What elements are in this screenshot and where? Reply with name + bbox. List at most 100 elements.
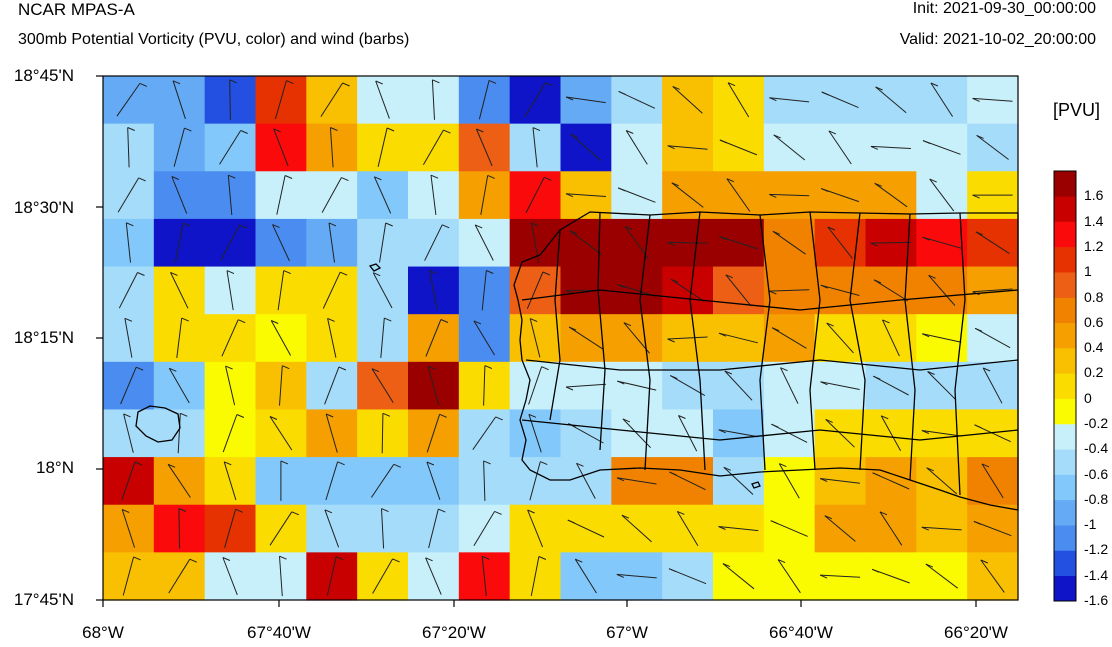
wind-barb-flag	[133, 556, 141, 561]
wind-barb-flag	[438, 508, 446, 513]
wind-barb	[272, 224, 290, 262]
wind-barb	[727, 82, 750, 118]
wind-barb	[526, 271, 544, 309]
wind-barb-flag	[972, 97, 980, 102]
colorbar-unit: [PVU]	[1053, 100, 1101, 120]
wind-barb	[269, 511, 293, 546]
wind-barb-flag	[341, 177, 349, 182]
wind-barb-flag	[922, 140, 931, 145]
wind-barb-flag	[440, 319, 449, 323]
wind-barb-flag	[336, 556, 344, 561]
wind-barb-flag	[291, 511, 299, 516]
lon-label-1: 68°W	[82, 623, 124, 642]
wind-barb	[277, 270, 285, 311]
colorbar-box	[1054, 171, 1076, 197]
wind-barb-flag	[273, 128, 281, 133]
wind-barb-flag	[170, 271, 178, 276]
wind-barb-flag	[976, 134, 984, 139]
wind-barb-flag	[384, 317, 392, 322]
wind-barb	[170, 272, 189, 309]
wind-barb-flag	[576, 462, 584, 467]
wind-barb	[530, 556, 540, 596]
wind-barb	[672, 86, 703, 114]
wind-barb	[220, 224, 240, 261]
wind-barb	[474, 224, 494, 261]
wind-barb	[870, 241, 911, 244]
wind-barb-flag	[723, 466, 731, 471]
wind-barb	[725, 274, 752, 307]
wind-barb-flag	[771, 423, 779, 428]
wind-barb-flag	[279, 555, 287, 560]
wind-barb	[875, 86, 907, 114]
wind-barb-flag	[181, 317, 189, 322]
wind-barb	[921, 430, 962, 437]
wind-barb-flag	[224, 461, 232, 466]
wind-barb-flag	[531, 222, 539, 227]
wind-barb-flag	[825, 418, 833, 423]
wind-barb	[825, 419, 855, 448]
wind-barb	[121, 509, 136, 548]
colorbar-box	[1054, 575, 1076, 602]
wind-barb	[171, 176, 188, 214]
wind-barb	[980, 559, 1005, 593]
wind-barb	[777, 559, 801, 594]
wind-barb-flag	[494, 510, 502, 515]
desecheo-island	[368, 263, 382, 272]
wind-barb	[670, 278, 705, 302]
wind-barb-flag	[922, 333, 930, 338]
wind-barb	[623, 322, 650, 354]
wind-barb-flag	[726, 178, 735, 183]
wind-barb	[122, 556, 135, 596]
wind-barb-flag	[239, 224, 247, 229]
wind-barb-flag	[134, 461, 143, 466]
colorbar-level-label: 0	[1084, 389, 1092, 406]
wind-barb	[324, 509, 340, 548]
wind-barb-flag	[229, 79, 237, 84]
wind-barb-flag	[575, 558, 583, 563]
wind-barb	[930, 82, 954, 117]
wind-barb-flag	[616, 477, 625, 482]
wind-barb-flag	[540, 461, 548, 466]
wind-barb	[972, 97, 1013, 102]
wind-barb-flag	[973, 520, 982, 525]
wind-barb-flag	[541, 366, 549, 371]
wind-barb-flag	[123, 413, 131, 418]
wind-barb	[222, 414, 238, 453]
lat-label-2: 18°30'N	[13, 198, 74, 217]
wind-barb	[226, 270, 234, 311]
wind-barb-flag	[872, 472, 880, 477]
lat-label-4: 18°N	[36, 458, 74, 477]
figure-subtitle: 300mb Potential Vorticity (PVU, color) a…	[18, 31, 410, 48]
pv-grid-cells	[103, 76, 1019, 601]
wind-barb	[381, 413, 384, 454]
wind-barb	[429, 270, 438, 311]
wind-barb-flag	[882, 319, 890, 324]
wind-barb	[870, 145, 911, 149]
colorbar-level-label: -0.2	[1084, 414, 1109, 431]
wind-barb-flag	[718, 332, 727, 337]
wind-barb-flag	[980, 559, 988, 564]
wind-barb	[168, 368, 190, 404]
wind-barb	[223, 461, 237, 501]
wind-barb-flag	[718, 526, 726, 530]
wind-barb	[981, 463, 1004, 499]
wind-barb-flag	[772, 230, 781, 235]
wind-barb-flag	[567, 519, 575, 524]
colorbar-box	[1054, 373, 1076, 399]
wind-barb	[178, 508, 181, 549]
wind-barb-flag	[373, 272, 381, 277]
wind-barb-flag	[324, 509, 333, 514]
wind-barb-flag	[874, 182, 882, 187]
wind-barb	[326, 556, 337, 596]
wind-barb-flag	[495, 416, 503, 421]
wind-barb	[371, 368, 394, 403]
wind-barb-flag	[565, 386, 574, 391]
wind-barb	[826, 322, 854, 354]
wind-barb	[270, 320, 292, 356]
wind-barb-flag	[374, 176, 382, 181]
lon-label-2: 67°40'W	[247, 623, 311, 642]
wind-barb	[678, 415, 698, 452]
wind-barb	[370, 464, 395, 498]
wind-barb	[174, 223, 184, 263]
wind-barb	[324, 366, 340, 405]
